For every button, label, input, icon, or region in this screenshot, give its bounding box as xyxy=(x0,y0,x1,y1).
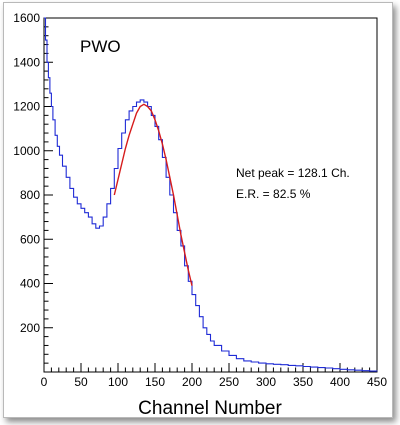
x-tick-label: 150 xyxy=(145,375,165,389)
y-tick-label: 1200 xyxy=(13,100,40,114)
x-axis-title: Channel Number xyxy=(138,398,282,419)
y-tick-label: 1400 xyxy=(13,55,40,69)
fit-curve-series xyxy=(113,103,193,286)
chart-frame xyxy=(3,2,393,418)
x-tick-label: 350 xyxy=(293,375,313,389)
x-tick-label: 450 xyxy=(367,375,387,389)
histogram-series xyxy=(44,17,378,372)
x-tick-label: 200 xyxy=(182,375,202,389)
y-tick-label: 800 xyxy=(20,188,40,202)
labels: PWO Net peak = 128.1 Ch. E.R. = 82.5 % C… xyxy=(80,37,350,419)
x-tick-label: 250 xyxy=(219,375,239,389)
y-tick-label: 1600 xyxy=(13,11,40,25)
x-tick-label: 50 xyxy=(74,375,88,389)
series-group xyxy=(44,17,378,372)
annotation-net-peak: Net peak = 128.1 Ch. xyxy=(236,166,350,180)
axes: 0 50 100 150 200 250 300 350 400 450 200 400 600 800 1… xyxy=(13,11,387,389)
y-tick-label: 400 xyxy=(20,277,40,291)
y-tick-label: 600 xyxy=(20,232,40,246)
annotation-energy-resolution: E.R. = 82.5 % xyxy=(236,187,311,201)
plot-area xyxy=(43,17,378,373)
x-tick-label: 400 xyxy=(330,375,350,389)
x-tick-label: 100 xyxy=(108,375,128,389)
x-tick-label: 0 xyxy=(41,375,48,389)
x-tick-label: 300 xyxy=(256,375,276,389)
chart-title: PWO xyxy=(80,37,121,56)
y-tick-label: 1000 xyxy=(13,144,40,158)
y-tick-label: 200 xyxy=(20,321,40,335)
